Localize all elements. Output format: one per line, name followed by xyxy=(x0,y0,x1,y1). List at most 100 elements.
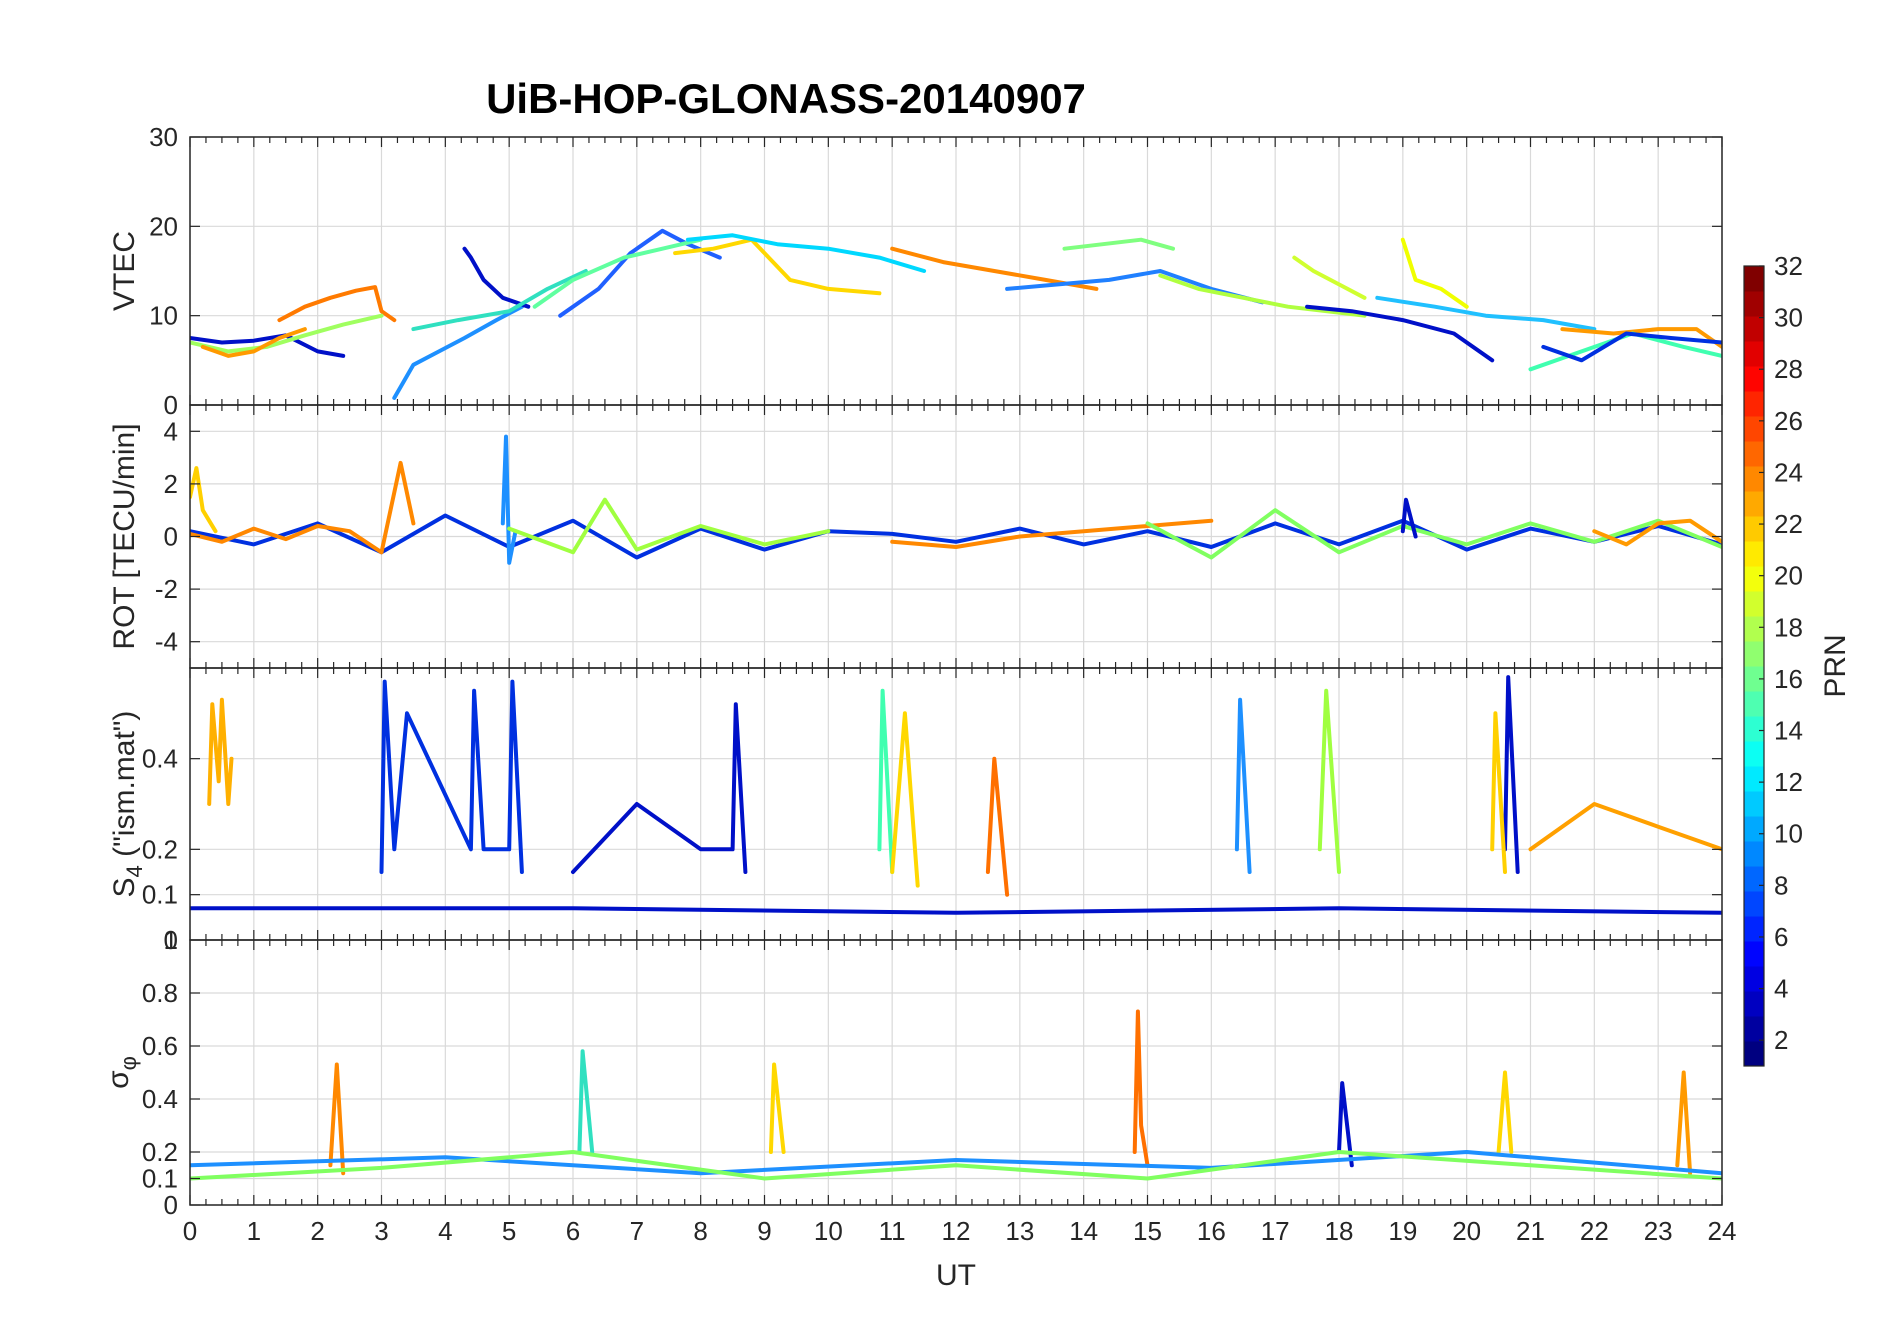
series-line-0 xyxy=(207,697,234,806)
series-group xyxy=(190,675,1722,915)
series-line-2 xyxy=(190,466,218,534)
y-tick-label-extra: 0 xyxy=(164,925,178,955)
y-tick-label: 0.1 xyxy=(142,1164,178,1194)
series-line-6 xyxy=(1145,508,1722,560)
x-tick-label: 7 xyxy=(630,1216,644,1246)
colorbar-segment xyxy=(1744,841,1764,867)
colorbar-segment xyxy=(1744,916,1764,942)
x-tick-label: 17 xyxy=(1261,1216,1290,1246)
colorbar-segment xyxy=(1744,291,1764,317)
colorbar-segment xyxy=(1744,591,1764,617)
y-tick-label: 4 xyxy=(164,416,178,446)
series-line-9 xyxy=(673,237,882,296)
y-axis-label: ROT [TECU/min] xyxy=(108,423,141,649)
x-tick-label: 16 xyxy=(1197,1216,1226,1246)
series-line-3 xyxy=(877,688,895,874)
colorbar-segment xyxy=(1744,1016,1764,1042)
x-tick-label: 18 xyxy=(1325,1216,1354,1246)
colorbar-tick-label: 2 xyxy=(1774,1025,1788,1055)
colorbar-segment xyxy=(1744,1041,1764,1067)
series-line-1 xyxy=(190,460,416,555)
x-tick-label: 6 xyxy=(566,1216,580,1246)
y-axis-label: σφ xyxy=(102,1056,141,1089)
series-line-19 xyxy=(1560,327,1722,349)
x-tick-label: 3 xyxy=(374,1216,388,1246)
colorbar-segment xyxy=(1744,541,1764,567)
y-tick-label: 0.6 xyxy=(142,1031,178,1061)
series-line-1 xyxy=(577,1049,595,1154)
series-line-7 xyxy=(190,1150,1722,1176)
colorbar-segment xyxy=(1744,791,1764,817)
x-tick-label: 2 xyxy=(310,1216,324,1246)
series-line-3 xyxy=(1132,1009,1150,1168)
y-tick-label: 10 xyxy=(149,301,178,331)
colorbar-segment xyxy=(1744,416,1764,442)
colorbar-tick-label: 26 xyxy=(1774,406,1803,436)
series-line-8 xyxy=(190,1150,1722,1181)
y-tick-label: -4 xyxy=(155,627,178,657)
y-axis-label: S4 ("ism.mat") xyxy=(108,711,147,898)
series-line-1 xyxy=(277,285,397,323)
colorbar-tick-label: 16 xyxy=(1774,664,1803,694)
colorbar-segment xyxy=(1744,691,1764,717)
y-tick-label: 0 xyxy=(164,390,178,420)
colorbar-segment xyxy=(1744,641,1764,667)
colorbar-segment xyxy=(1744,466,1764,492)
x-tick-label: 19 xyxy=(1388,1216,1417,1246)
panel-s4: 0.1 0.2 0.4 01 S4 ("ism.mat") xyxy=(108,667,1723,955)
x-tick-label: 5 xyxy=(502,1216,516,1246)
x-tick-label: 0 xyxy=(183,1216,197,1246)
y-tick-label: 0 xyxy=(164,522,178,552)
colorbar-tick-label: 22 xyxy=(1774,509,1803,539)
series-line-3 xyxy=(500,434,518,565)
x-tick-label: 4 xyxy=(438,1216,452,1246)
series-line-6 xyxy=(1234,697,1252,874)
colorbar-segment xyxy=(1744,316,1764,342)
series-line-14 xyxy=(1158,273,1367,318)
series-line-15 xyxy=(1292,255,1367,300)
colorbar-segment xyxy=(1744,491,1764,517)
x-tick-label: 14 xyxy=(1069,1216,1098,1246)
x-tick-label: 11 xyxy=(879,1216,906,1246)
series-line-10 xyxy=(1528,802,1722,852)
series-line-8 xyxy=(1503,675,1520,874)
colorbar-segment xyxy=(1744,391,1764,417)
series-line-5 xyxy=(462,246,531,309)
series-line-13 xyxy=(1005,269,1265,305)
series-line-4 xyxy=(890,711,920,888)
series-line-4 xyxy=(1337,1081,1354,1168)
colorbar-segment xyxy=(1744,891,1764,917)
series-line-9 xyxy=(1490,711,1507,874)
series-line-2 xyxy=(190,313,384,354)
colorbar-tick-label: 30 xyxy=(1774,303,1803,333)
series-line-5 xyxy=(985,756,1010,897)
y-tick-label: 0.2 xyxy=(142,834,178,864)
chart-title: UiB-HOP-GLONASS-20140907 xyxy=(486,75,1086,122)
colorbar-label: PRN xyxy=(1819,634,1852,697)
x-tick-label: 22 xyxy=(1580,1216,1609,1246)
colorbar-segment xyxy=(1744,666,1764,692)
x-tick-label: 23 xyxy=(1644,1216,1673,1246)
series-line-5 xyxy=(890,518,1214,549)
y-tick-label: 20 xyxy=(149,211,178,241)
series-line-3 xyxy=(200,327,307,358)
series-line-8 xyxy=(532,237,703,309)
series-line-4 xyxy=(392,304,524,400)
colorbar-segment xyxy=(1744,941,1764,967)
colorbar-tick-label: 32 xyxy=(1774,251,1803,281)
colorbar-segment xyxy=(1744,816,1764,842)
panel-vtec: 0 10 20 30 VTEC xyxy=(108,122,1723,420)
series-line-7 xyxy=(558,228,722,318)
colorbar-segment xyxy=(1744,516,1764,542)
colorbar-segment xyxy=(1744,566,1764,592)
colorbar-segment xyxy=(1744,616,1764,642)
y-tick-label: 0.2 xyxy=(142,1137,178,1167)
y-tick-label: 0.4 xyxy=(142,1084,178,1114)
colorbar-segment xyxy=(1744,366,1764,392)
series-line-0 xyxy=(328,1062,346,1176)
x-axis-label: UT xyxy=(936,1259,976,1292)
y-tick-label: 2 xyxy=(164,469,178,499)
y-tick-label: 0.1 xyxy=(142,880,178,910)
